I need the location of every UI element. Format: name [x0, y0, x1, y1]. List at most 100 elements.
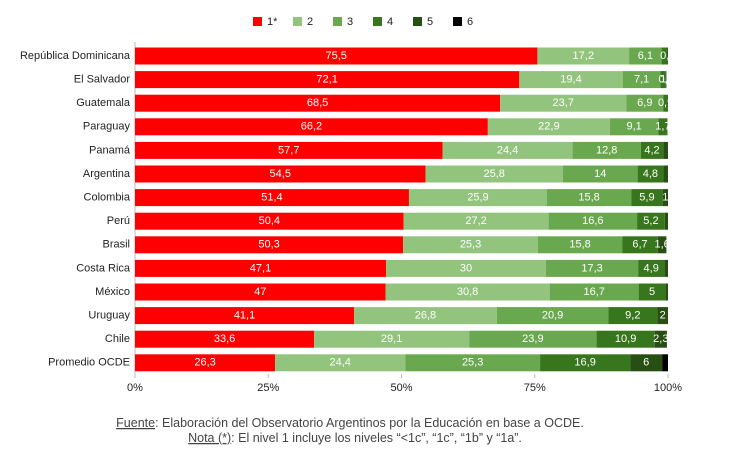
bar-segment	[549, 283, 639, 301]
y-tick-label: Uruguay	[88, 310, 130, 322]
legend-swatch	[373, 17, 382, 26]
bar-segment	[403, 212, 549, 230]
data-label: 6,9	[637, 97, 652, 109]
data-label: 1	[660, 74, 666, 86]
data-label: 4,8	[643, 168, 658, 180]
data-label: 20,9	[542, 310, 563, 322]
legend-swatch	[413, 17, 422, 26]
data-label: 23,7	[553, 97, 574, 109]
y-tick-label: Panamá	[89, 144, 131, 156]
legend-swatch	[293, 17, 302, 26]
bar-segment	[654, 330, 667, 348]
data-label: 17,3	[581, 262, 602, 274]
data-label: 24,4	[497, 144, 518, 156]
data-label: 6,7	[632, 239, 647, 251]
bar-segment	[548, 212, 638, 230]
data-label: 30	[460, 262, 472, 274]
data-label: 75,5	[325, 50, 346, 62]
data-label: 66,2	[301, 121, 322, 133]
y-tick-label: Guatemala	[76, 97, 131, 109]
data-label: 30,8	[457, 286, 478, 298]
legend-swatch	[253, 17, 262, 26]
bar-segment	[385, 283, 550, 301]
bar-segment	[386, 259, 546, 277]
data-label: 27,2	[465, 215, 486, 227]
bar-segment	[425, 165, 563, 183]
bar-segment	[661, 47, 668, 65]
y-tick-label: Promedio OCDE	[48, 357, 130, 369]
bar-segment	[519, 71, 623, 89]
bar-segment	[135, 165, 426, 183]
y-tick-label: México	[95, 286, 130, 298]
bar-segment	[442, 141, 573, 159]
data-label: 19,4	[560, 74, 581, 86]
bar-segment	[657, 236, 667, 254]
bar-segment	[658, 118, 668, 136]
bar-segment	[609, 118, 659, 136]
data-label: 0,1	[658, 74, 673, 86]
bar-segment	[135, 283, 386, 301]
y-tick-label: El Salvador	[74, 74, 131, 86]
note-label: Nota (*)	[188, 431, 231, 445]
bar-segment	[638, 283, 666, 301]
bar-segment	[314, 330, 470, 348]
source-label: Fuente	[116, 416, 155, 430]
data-label: 25,9	[467, 192, 488, 204]
data-label: 16,7	[583, 286, 604, 298]
bar-segment	[408, 189, 548, 207]
bar-segment	[657, 307, 668, 325]
legend-label: 6	[467, 16, 473, 28]
note-text: : El nivel 1 incluye los niveles “<1c”, …	[231, 431, 522, 445]
data-label: 16,9	[574, 357, 595, 369]
bar-segment	[135, 94, 501, 112]
x-tick-label: 0%	[127, 382, 143, 394]
data-label: 2	[660, 310, 666, 322]
bar-segment	[660, 71, 666, 89]
footer-source: Fuente: Elaboración del Observatorio Arg…	[116, 416, 584, 430]
legend-label: 4	[387, 16, 393, 28]
data-label: 25,3	[460, 239, 481, 251]
data-label: 1,7	[655, 121, 670, 133]
bar-segment	[637, 165, 664, 183]
bar-segment	[663, 141, 668, 159]
legend-swatch	[453, 17, 462, 26]
y-tick-label: Paraguay	[83, 121, 131, 133]
bar-segment	[135, 118, 488, 136]
data-label: 14	[594, 168, 606, 180]
bar-segment	[487, 118, 610, 136]
data-label: 22,9	[538, 121, 559, 133]
bar-segment	[403, 236, 538, 254]
data-label: 16,6	[582, 215, 603, 227]
bar-segment	[275, 354, 406, 372]
bar-segment	[631, 189, 663, 207]
bar-segment	[637, 212, 665, 230]
bar-segment	[135, 189, 409, 207]
data-label: 26,8	[415, 310, 436, 322]
bar-segment	[500, 94, 627, 112]
data-label: 24,4	[329, 357, 350, 369]
bar-segment	[135, 141, 443, 159]
data-label: 2,3	[653, 333, 668, 345]
bar-segment	[664, 212, 668, 230]
bar-segment	[665, 71, 667, 89]
bar-segment	[665, 283, 668, 301]
data-label: 6	[643, 357, 649, 369]
data-label: 25,3	[462, 357, 483, 369]
source-text: : Elaboración del Observatorio Argentino…	[155, 416, 584, 430]
bar-segment	[545, 259, 639, 277]
bar-segment	[663, 165, 668, 183]
bar-segment	[562, 165, 638, 183]
data-label: 4,9	[644, 262, 659, 274]
data-label: 1	[662, 192, 668, 204]
data-label: 5,2	[643, 215, 658, 227]
data-label: 54,5	[270, 168, 291, 180]
bar-segment	[596, 330, 655, 348]
data-label: 6,1	[638, 50, 653, 62]
bar-segment	[354, 307, 497, 325]
bar-segment	[135, 259, 387, 277]
bar-segment	[469, 330, 597, 348]
data-label: 17,2	[573, 50, 594, 62]
x-tick-label: 100%	[654, 382, 682, 394]
data-label: 0,1	[660, 50, 675, 62]
